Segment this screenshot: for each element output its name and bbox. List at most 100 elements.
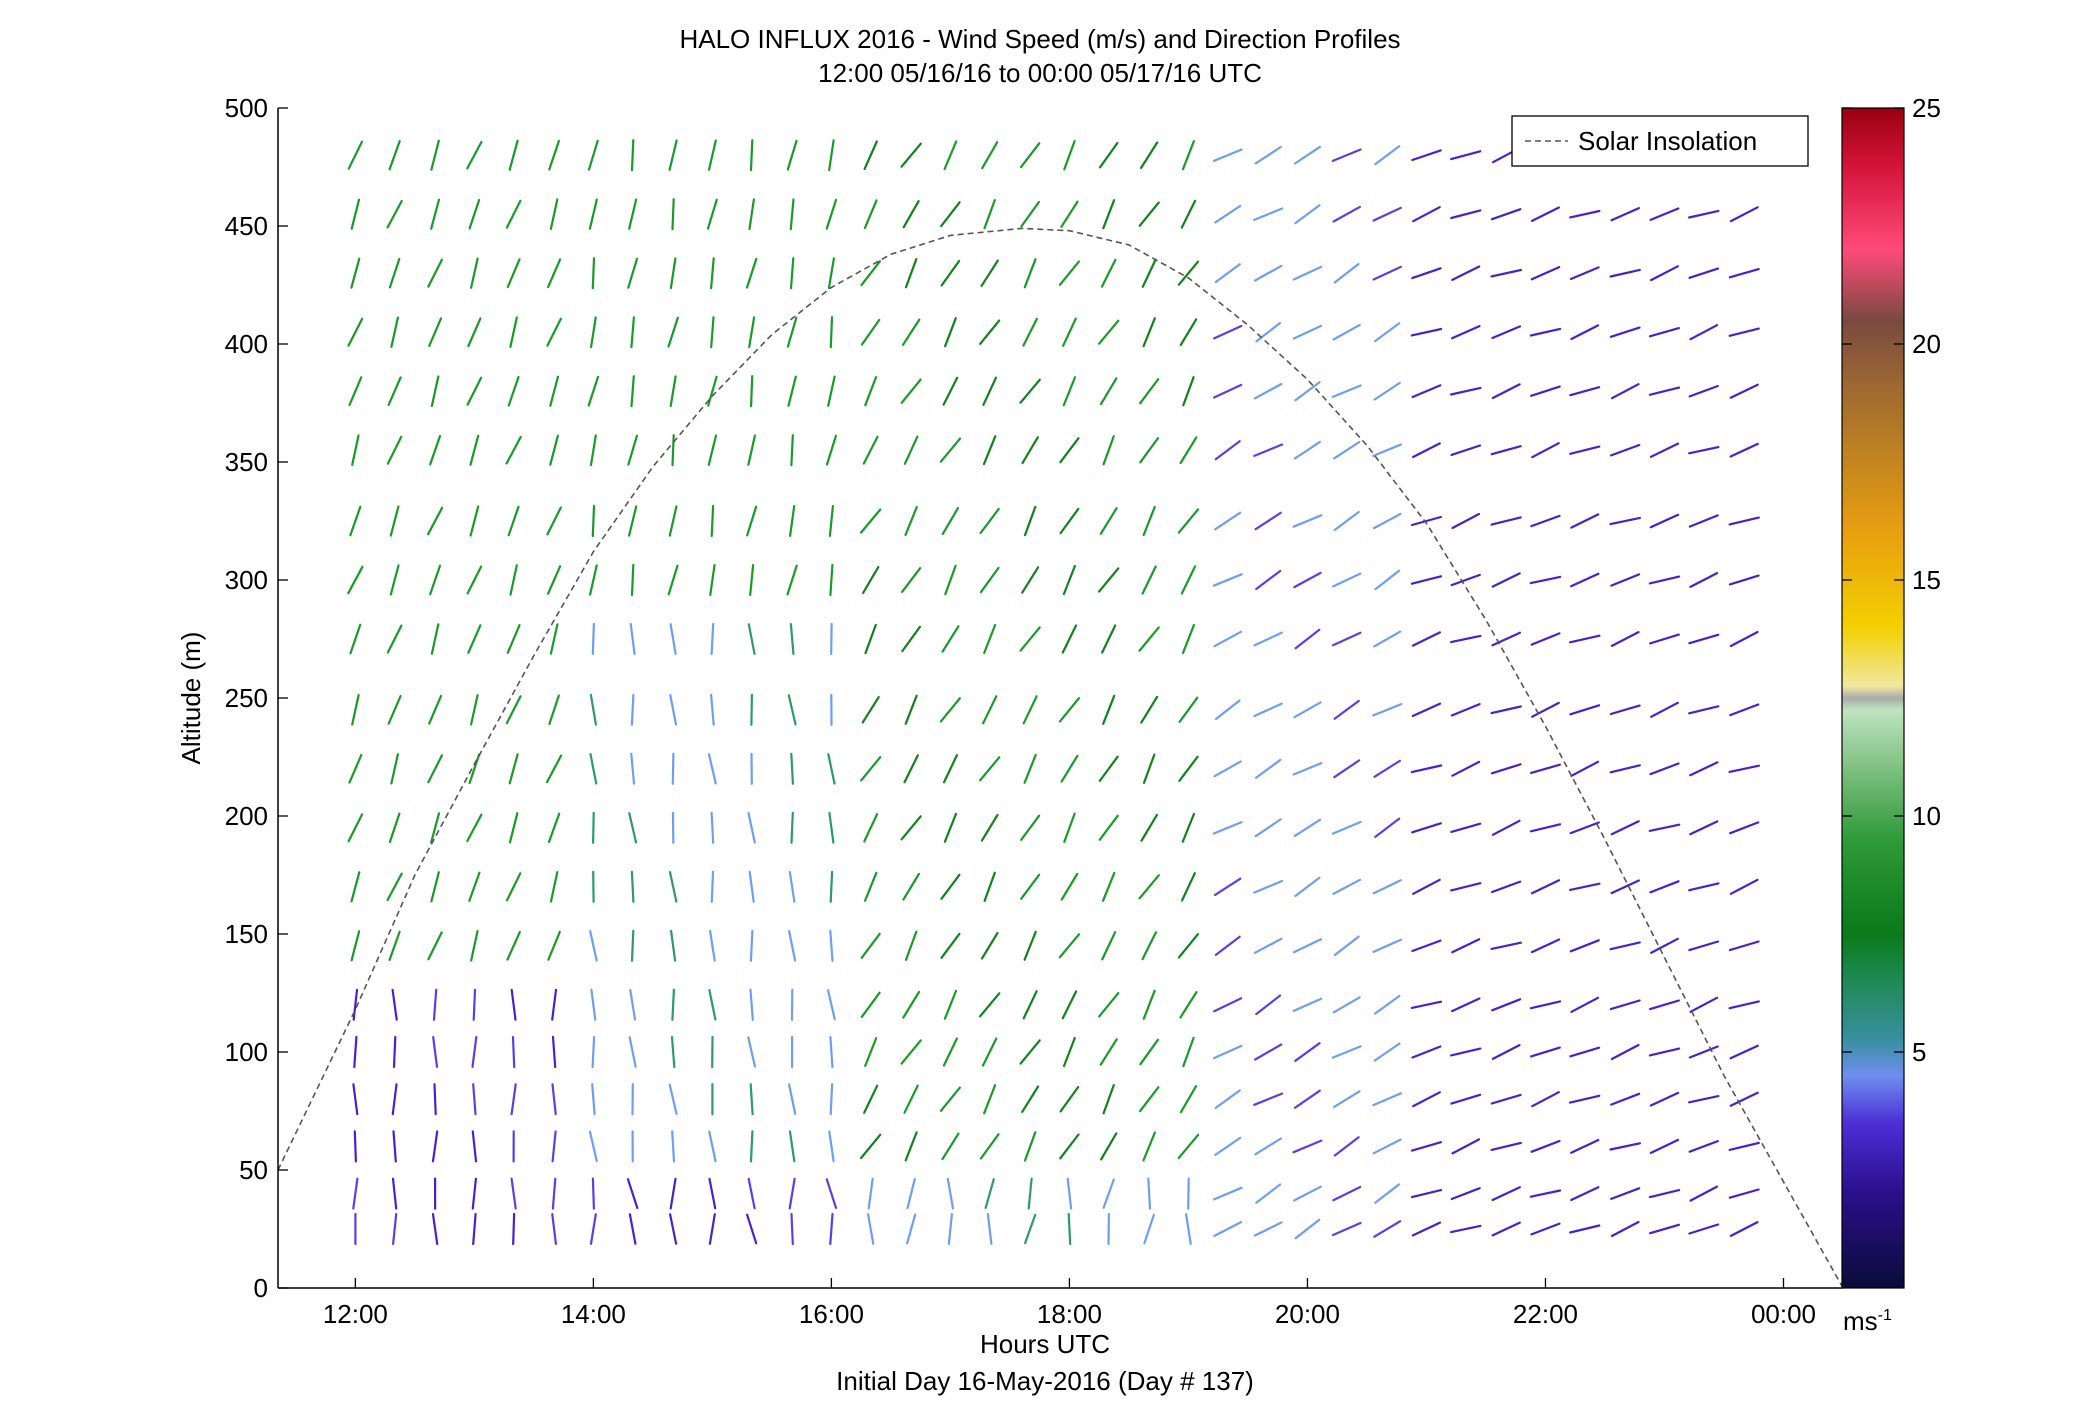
wind-barb bbox=[1097, 567, 1120, 593]
wind-barb bbox=[1450, 444, 1482, 456]
wind-barb bbox=[1139, 378, 1160, 405]
wind-barb bbox=[746, 505, 758, 537]
wind-barb bbox=[1141, 565, 1157, 595]
wind-barb bbox=[790, 752, 795, 785]
wind-barb bbox=[352, 1177, 359, 1210]
wind-barb bbox=[1292, 761, 1323, 776]
wind-barb bbox=[1610, 820, 1640, 836]
wind-barb bbox=[1687, 1094, 1720, 1104]
wind-barb bbox=[1491, 998, 1522, 1012]
x-tick-label: 00:00 bbox=[1751, 1299, 1816, 1329]
wind-barb bbox=[1688, 514, 1719, 528]
wind-barb bbox=[1213, 630, 1243, 648]
wind-barb bbox=[709, 693, 715, 726]
wind-barb bbox=[1372, 206, 1402, 222]
wind-barb bbox=[1062, 376, 1077, 407]
y-tick-label: 50 bbox=[239, 1155, 268, 1185]
wind-barb bbox=[1372, 443, 1403, 457]
wind-barb bbox=[1609, 764, 1641, 774]
wind-barb bbox=[348, 376, 363, 407]
wind-barb bbox=[549, 434, 560, 466]
wind-barb bbox=[1253, 631, 1283, 647]
wind-barb bbox=[548, 139, 561, 171]
wind-barb bbox=[588, 1130, 598, 1163]
wind-barb bbox=[469, 434, 480, 466]
wind-barb bbox=[1411, 267, 1442, 280]
wind-barb bbox=[749, 1130, 754, 1163]
wind-barb bbox=[1023, 1213, 1037, 1245]
wind-barb bbox=[1059, 1133, 1080, 1160]
wind-barb bbox=[1649, 1138, 1680, 1155]
wind-barb bbox=[506, 258, 521, 289]
colorbar-tick-label: 25 bbox=[1912, 93, 1941, 123]
wind-barb bbox=[1372, 1138, 1402, 1155]
wind-barb bbox=[589, 693, 598, 726]
wind-barb bbox=[1332, 1090, 1361, 1109]
wind-barb bbox=[1213, 877, 1242, 897]
solar-insolation-curve bbox=[277, 227, 1844, 1289]
wind-barb bbox=[551, 1035, 557, 1069]
wind-barb bbox=[1728, 1000, 1760, 1010]
wind-barb bbox=[747, 1036, 757, 1068]
wind-barb bbox=[1451, 760, 1481, 777]
wind-barb bbox=[1490, 705, 1522, 715]
wind-barb bbox=[1490, 763, 1522, 775]
wind-barb bbox=[590, 988, 597, 1021]
wind-barb bbox=[551, 988, 558, 1021]
wind-barb bbox=[710, 870, 715, 903]
wind-barb bbox=[508, 753, 519, 785]
colorbar-tick-label: 20 bbox=[1912, 329, 1941, 359]
wind-barb bbox=[1450, 209, 1482, 220]
wind-barb bbox=[352, 988, 359, 1021]
wind-barb bbox=[591, 1083, 596, 1116]
wind-barb bbox=[1411, 939, 1442, 953]
wind-barb bbox=[1212, 383, 1243, 399]
wind-barb bbox=[392, 1212, 398, 1246]
plot-area bbox=[278, 108, 1843, 1288]
wind-barb bbox=[863, 813, 879, 843]
wind-barb bbox=[1649, 1091, 1680, 1107]
wind-barb bbox=[591, 1035, 596, 1069]
wind-barb bbox=[1610, 879, 1640, 895]
wind-barb bbox=[1331, 1221, 1362, 1237]
wind-barb bbox=[1294, 1218, 1321, 1240]
wind-barb bbox=[1449, 1224, 1482, 1234]
wind-barb bbox=[669, 375, 677, 408]
wind-barb bbox=[589, 1213, 597, 1245]
wind-barb bbox=[1253, 264, 1283, 282]
wind-barb bbox=[1061, 624, 1078, 654]
wind-barb bbox=[629, 622, 636, 656]
wind-barb bbox=[1141, 258, 1157, 288]
wind-barb bbox=[1331, 631, 1362, 647]
wind-barb bbox=[1141, 931, 1158, 961]
wind-barb bbox=[1450, 882, 1482, 892]
wind-barb bbox=[1212, 573, 1243, 587]
wind-barb bbox=[1293, 701, 1322, 719]
wind-barb bbox=[1255, 569, 1282, 591]
wind-barb bbox=[591, 504, 596, 538]
wind-barb bbox=[1178, 696, 1199, 724]
wind-barb bbox=[1687, 446, 1720, 455]
wind-barb bbox=[427, 931, 443, 961]
wind-barb bbox=[1177, 933, 1200, 959]
wind-barb bbox=[1098, 755, 1119, 783]
wind-barb bbox=[1101, 624, 1117, 654]
wind-barb bbox=[427, 754, 443, 784]
wind-barb bbox=[707, 139, 717, 171]
wind-barb bbox=[902, 872, 921, 901]
wind-barb bbox=[944, 564, 957, 596]
wind-barb bbox=[430, 812, 441, 844]
wind-barb bbox=[1332, 572, 1362, 588]
wind-barb bbox=[1253, 1092, 1284, 1106]
wind-barb bbox=[627, 434, 639, 466]
wind-barb bbox=[351, 693, 360, 726]
wind-barb bbox=[508, 812, 519, 844]
wind-barb bbox=[1333, 262, 1360, 284]
wind-barb bbox=[352, 1083, 359, 1116]
wind-barb bbox=[708, 929, 716, 962]
wind-barb bbox=[983, 623, 997, 655]
wind-barb bbox=[1059, 1085, 1080, 1113]
wind-barb bbox=[1294, 204, 1321, 225]
wind-barb bbox=[427, 258, 443, 288]
wind-barb bbox=[349, 623, 362, 655]
